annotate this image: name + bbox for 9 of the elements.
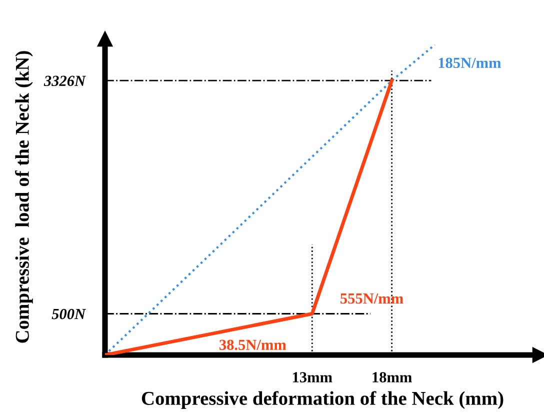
y-tick-label: 500N	[52, 308, 86, 320]
y-tick-label: 3326N	[44, 76, 86, 86]
x-tick-label: 13mm	[293, 372, 332, 382]
annotation: 185N/mm	[438, 58, 501, 68]
annotation: 38.5N/mm	[220, 340, 286, 350]
x-tick-label: 18mm	[372, 372, 412, 382]
annotation: 555N/mm	[340, 293, 404, 304]
x-axis-title: Compressive deformation of the Neck (mm)	[142, 391, 504, 409]
y-axis-title: Compressive load of the Neck (kN)	[15, 51, 33, 343]
